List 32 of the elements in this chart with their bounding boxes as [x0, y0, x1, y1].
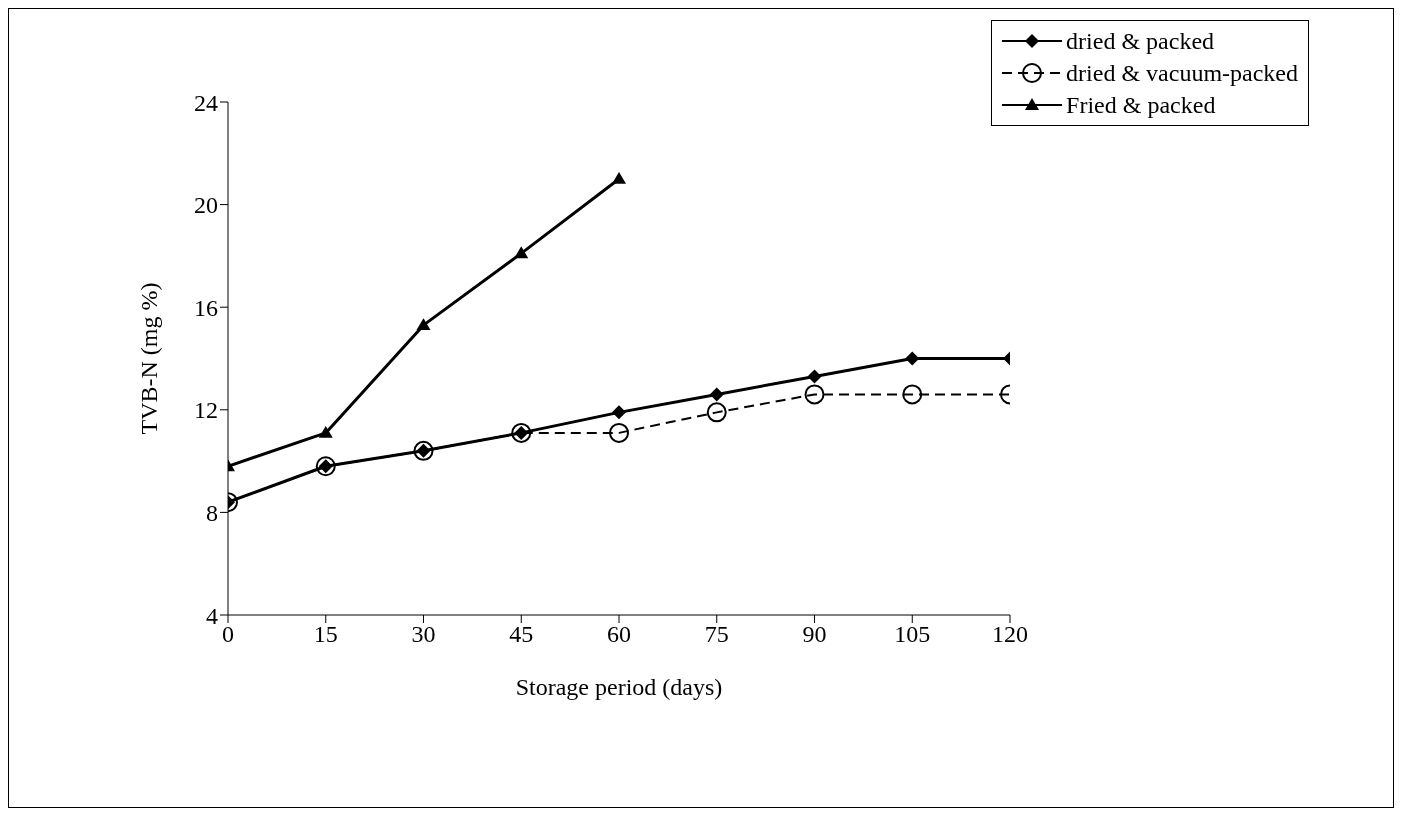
- x-tick-label: 0: [222, 621, 234, 648]
- y-tick-label: 12: [194, 397, 218, 424]
- point: [416, 318, 431, 331]
- point: [318, 425, 333, 438]
- x-tick-label: 30: [411, 621, 436, 648]
- y-tick-label: 4: [206, 602, 218, 629]
- x-tick-label: 45: [509, 621, 534, 648]
- y-tick-label: 20: [194, 192, 218, 219]
- point: [709, 387, 724, 402]
- x-tick-label: 60: [607, 621, 631, 648]
- x-tick-label: 105: [894, 621, 931, 648]
- x-tick-label: 75: [704, 621, 729, 648]
- point: [609, 422, 629, 443]
- x-tick-label: 15: [313, 621, 338, 648]
- legend-label: Fried & packed: [1066, 91, 1216, 120]
- y-tick-label: 16: [194, 294, 218, 321]
- y-tick-label: 8: [206, 499, 218, 526]
- x-tick-label: 120: [992, 621, 1028, 648]
- point: [902, 384, 923, 405]
- legend-label: dried & vacuum-packed: [1066, 59, 1298, 88]
- point: [612, 405, 626, 420]
- point: [905, 351, 920, 366]
- point: [514, 246, 529, 259]
- x-tick-label: 90: [802, 621, 827, 648]
- x-axis-title: Storage period (days): [515, 674, 723, 700]
- legend-label: dried & packed: [1066, 27, 1215, 56]
- y-tick-label: 24: [194, 89, 218, 116]
- point: [807, 369, 822, 384]
- y-axis-title: TVB-N (mg %): [135, 282, 162, 435]
- point: [706, 402, 727, 423]
- point: [612, 171, 626, 184]
- point: [804, 384, 825, 405]
